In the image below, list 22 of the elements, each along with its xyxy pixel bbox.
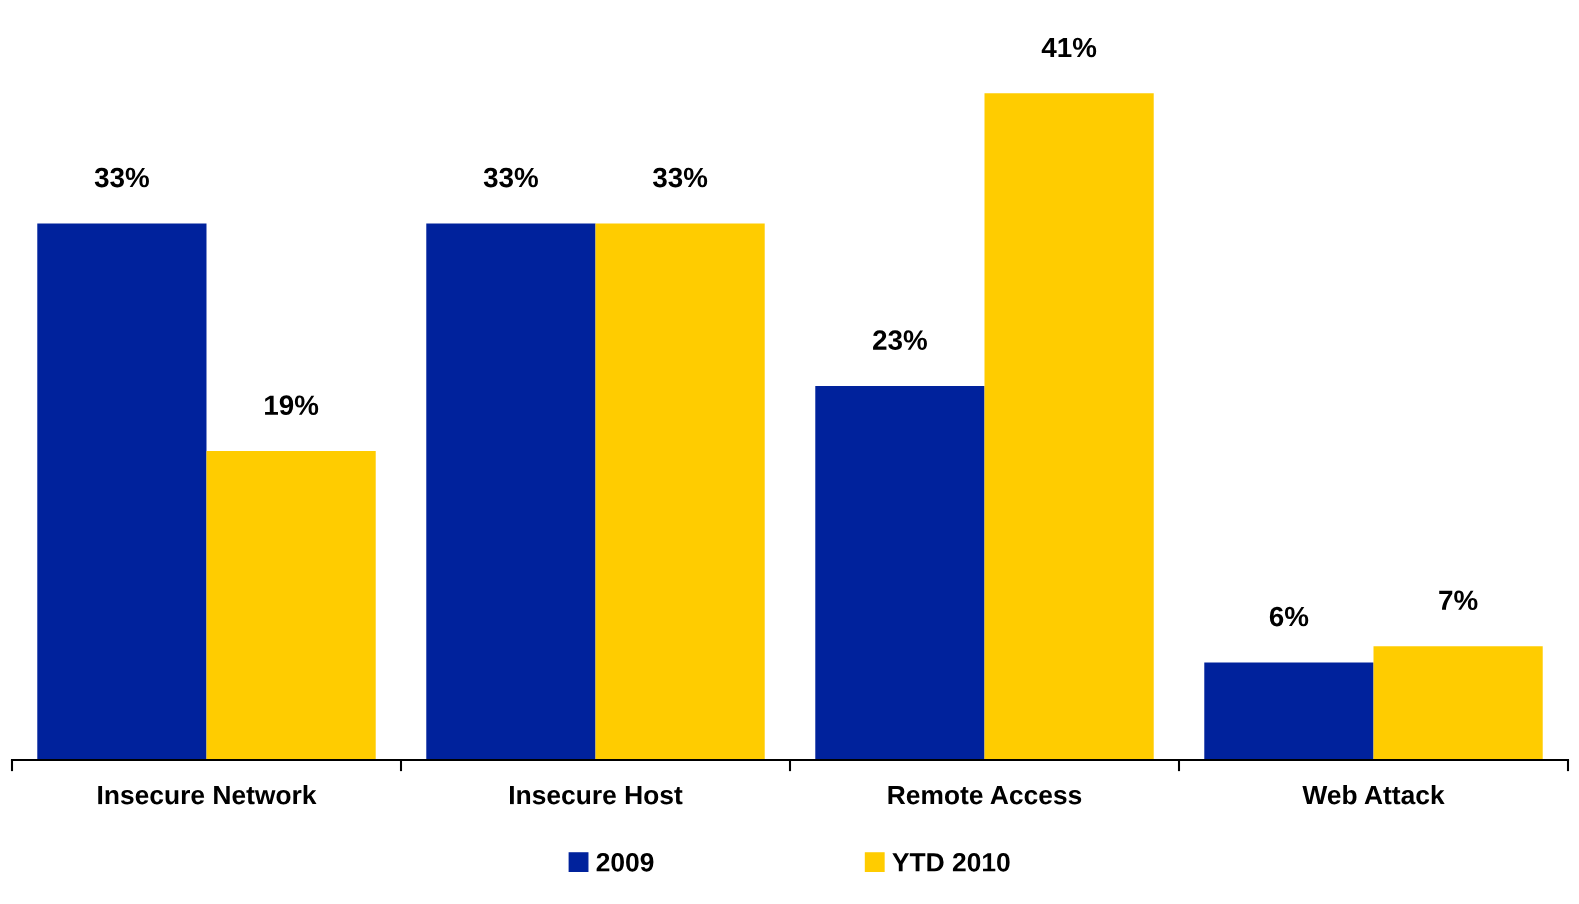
data-label: 41% bbox=[1041, 37, 1097, 58]
data-label: 33% bbox=[483, 167, 538, 188]
legend-label: 2009 bbox=[596, 852, 654, 872]
x-tick-label: Insecure Network bbox=[98, 785, 317, 805]
data-label: 23% bbox=[873, 330, 927, 351]
bar bbox=[426, 223, 596, 760]
data-label: 19% bbox=[265, 395, 319, 416]
data-label: 7% bbox=[1439, 590, 1478, 611]
bar bbox=[595, 223, 765, 760]
x-tick-label: Insecure Host bbox=[510, 785, 683, 805]
data-label: 33% bbox=[652, 167, 708, 188]
bar bbox=[815, 386, 985, 760]
bar bbox=[1373, 646, 1543, 760]
data-label: 33% bbox=[94, 167, 149, 188]
bar bbox=[206, 451, 376, 760]
bar bbox=[984, 93, 1154, 760]
bar bbox=[1204, 662, 1374, 760]
x-tick-label: Remote Access bbox=[888, 785, 1082, 805]
legend-label: YTD 2010 bbox=[892, 852, 1010, 872]
x-tick-label: Web Attack bbox=[1302, 785, 1445, 805]
bar bbox=[37, 223, 207, 760]
data-label: 6% bbox=[1269, 606, 1309, 627]
